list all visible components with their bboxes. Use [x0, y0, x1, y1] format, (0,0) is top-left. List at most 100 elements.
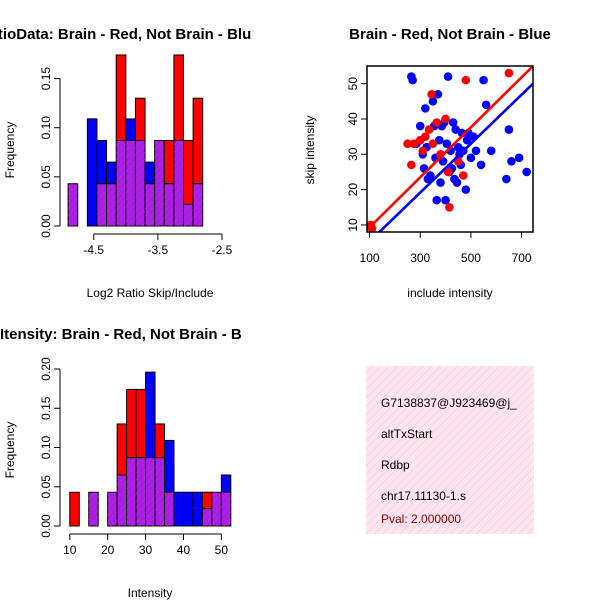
not-brain-point [443, 72, 453, 81]
not-brain-point [434, 135, 444, 145]
brain-bar [126, 388, 137, 459]
overlap-bar-hatch [221, 492, 231, 526]
not-brain-bar [220, 474, 232, 493]
not-brain-point [451, 125, 461, 134]
scatter-y-axis: 10 20 30 40 50 [346, 77, 368, 232]
not-brain-point [442, 139, 452, 149]
overlap-bar-hatch [117, 474, 127, 526]
not-brain-point [408, 75, 417, 85]
overlap-bar-hatch [164, 492, 174, 526]
not-brain-bar [86, 118, 98, 227]
not-brain-point [514, 153, 524, 163]
overlap-bar-hatch [126, 457, 137, 526]
brain-point [432, 118, 441, 127]
p-value: Pval: 2.000000 [381, 512, 461, 526]
not-brain-point [471, 146, 481, 156]
event-info-panel: G7138837@J923469@j_ altTxStart Rdbp chr1… [366, 366, 534, 534]
x-tick-label: 700 [512, 251, 532, 265]
brain-point [428, 139, 438, 149]
y-tick-label: 0.10 [39, 116, 53, 140]
x-tick-label: 30 [139, 543, 153, 557]
not-brain-bar [182, 491, 194, 527]
y-tick-label: 0.15 [39, 67, 53, 91]
not-brain-point [507, 157, 516, 166]
overlap-bar-hatch [173, 140, 184, 226]
not-brain-point [522, 167, 531, 177]
brain-point [459, 171, 468, 180]
brain-bar [201, 491, 213, 510]
y-tick-label: 0.00 [39, 514, 53, 538]
intensity-histogram-x-axis: 10 20 30 40 50 [63, 533, 228, 557]
not-brain-bar [192, 491, 203, 527]
overlap-bar-hatch [107, 492, 118, 526]
brain-point [424, 125, 434, 134]
x-tick-label: -3.5 [148, 243, 169, 257]
not-brain-point [486, 146, 496, 156]
not-brain-bar [96, 139, 108, 185]
x-tick-label: 40 [177, 543, 191, 557]
intensity-histogram-title: ne Itensity: Brain - Red, Not Brain - B [0, 326, 242, 343]
overlap-bar-hatch [116, 140, 126, 226]
x-tick-label: 500 [461, 251, 481, 265]
ratio-histogram-title: RatioData: Brain - Red, Not Brain - Blu [0, 26, 251, 43]
overlap-bar-hatch [136, 457, 146, 526]
brain-bar [183, 139, 194, 205]
overlap-bar-hatch [183, 204, 194, 226]
brain-bar [115, 54, 127, 141]
x-tick-label: -2.5 [212, 243, 233, 257]
x-tick-label: 20 [101, 543, 115, 557]
overlap-bar-hatch [68, 183, 78, 226]
x-tick-label: 10 [63, 543, 77, 557]
ratio-histogram-y-axis: 0.00 0.05 0.10 0.15 [39, 67, 61, 238]
brain-fit-line [367, 66, 533, 231]
overlap-bar-hatch [125, 140, 136, 226]
not-brain-fit-line [377, 82, 533, 232]
brain-point [504, 68, 514, 78]
ratio-histogram-bars [67, 54, 204, 227]
not-brain-point [448, 118, 458, 127]
brain-point [445, 202, 454, 212]
overlap-bar-hatch [193, 183, 203, 226]
not-brain-point [438, 157, 448, 166]
not-brain-point [504, 125, 514, 134]
not-brain-point [462, 135, 472, 145]
y-tick-label: 0.10 [39, 435, 53, 459]
scatter-ylabel: skip intensity [303, 116, 317, 185]
ratio-histogram-ylabel: Frequency [3, 122, 17, 179]
event-type: altTxStart [381, 427, 433, 441]
x-tick-label: 100 [360, 251, 380, 265]
brain-point [403, 139, 412, 149]
intensity-histogram-y-axis: 0.00 0.05 0.10 0.15 0.20 [39, 357, 61, 538]
not-brain-point [479, 75, 488, 85]
gene-name: Rdbp [381, 458, 410, 472]
ratio-histogram-xlabel: Log2 Ratio Skip/Include [87, 286, 214, 300]
brain-point [443, 167, 453, 177]
intensity-histogram-ylabel: Frequency [3, 422, 17, 479]
brain-bar [134, 97, 146, 141]
event-id: G7138837@J923469@j_ [381, 396, 517, 410]
overlap-bar-hatch [211, 492, 222, 526]
y-tick-label: 0.05 [39, 475, 53, 499]
not-brain-point [436, 178, 445, 187]
not-brain-point [476, 160, 486, 170]
brain-bar [163, 139, 175, 185]
not-brain-point [426, 171, 435, 180]
not-brain-point [466, 153, 476, 163]
not-brain-point [432, 195, 441, 205]
not-brain-point [481, 100, 491, 110]
not-brain-point [502, 174, 511, 184]
y-tick-label: 40 [346, 112, 360, 126]
scatter-fit-lines [367, 66, 533, 232]
ratio-histogram-panel: RatioData: Brain - Red, Not Brain - Blu … [0, 26, 251, 300]
brain-bar [116, 423, 128, 476]
brain-point [461, 75, 471, 85]
y-tick-label: 10 [346, 218, 360, 232]
intensity-histogram-panel: ne Itensity: Brain - Red, Not Brain - B … [0, 326, 242, 600]
not-brain-point [461, 185, 471, 194]
overlap-bar-hatch [96, 183, 107, 226]
intensity-histogram-xlabel: Intensity [128, 586, 173, 600]
scatter-x-axis: 100 300 500 700 [360, 232, 532, 265]
brain-bar [192, 97, 204, 185]
not-brain-point [428, 97, 438, 106]
